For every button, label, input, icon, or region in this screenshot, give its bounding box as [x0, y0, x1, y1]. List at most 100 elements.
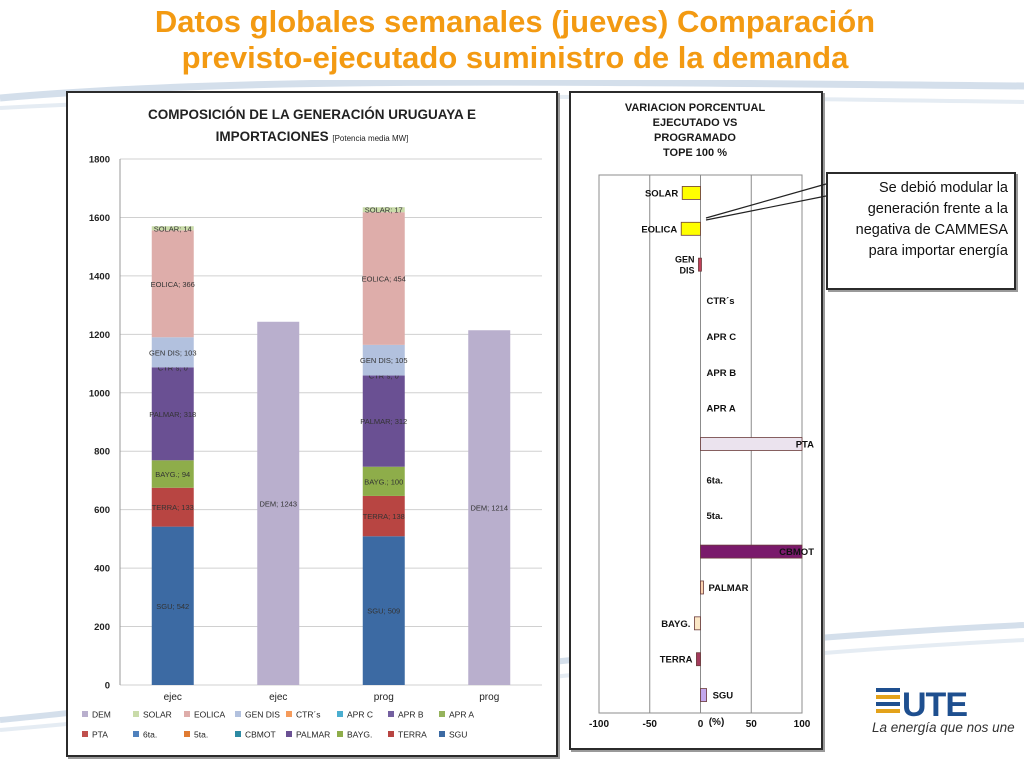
category-label: PTA — [796, 440, 814, 451]
data-label: TERRA; 138 — [363, 512, 405, 521]
x-axis-label: (%) — [709, 717, 725, 728]
legend-swatch — [235, 731, 241, 737]
bar-segment — [257, 321, 300, 685]
variation-bar — [698, 257, 702, 272]
page-title: Datos globales semanales (jueves) Compar… — [60, 4, 970, 76]
data-label: BAYG.; 94 — [155, 470, 190, 479]
data-label: SOLAR; 14 — [154, 224, 192, 233]
category-label: APR B — [707, 368, 737, 379]
y-tick-label: 200 — [94, 622, 110, 633]
legend-swatch — [388, 731, 394, 737]
chart-title-line: VARIACION PORCENTUAL — [625, 102, 766, 114]
category-label: APR A — [707, 404, 736, 415]
y-tick-label: 1800 — [89, 155, 110, 166]
data-label: CTR´s; 0 — [158, 363, 188, 372]
x-tick-label: -100 — [589, 719, 609, 730]
legend-label: 6ta. — [143, 730, 157, 740]
category-label: 6ta. — [707, 475, 723, 486]
legend-swatch — [133, 731, 139, 737]
category-label: TERRA — [660, 655, 693, 666]
x-tick-label: ejec — [164, 692, 182, 703]
data-label: DEM; 1243 — [259, 499, 297, 508]
variation-bar — [681, 186, 701, 200]
variation-bar — [680, 221, 701, 236]
bar-segment — [468, 330, 511, 685]
data-label: EOLICA; 454 — [362, 275, 406, 284]
legend-label: EOLICA — [194, 710, 226, 720]
legend-swatch — [133, 711, 139, 717]
legend-swatch — [286, 731, 292, 737]
bar-segment — [362, 212, 405, 345]
legend-label: SGU — [449, 730, 467, 740]
x-tick-label: prog — [374, 692, 394, 703]
legend-swatch — [184, 711, 190, 717]
legend-label: PTA — [92, 730, 108, 740]
legend-swatch — [337, 731, 343, 737]
bar-segment — [151, 367, 194, 461]
logo-stripes-icon — [876, 688, 900, 713]
legend-label: DEM — [92, 710, 111, 720]
variation-chart: VARIACION PORCENTUAL EJECUTADO VS PROGRAMA… — [589, 102, 814, 730]
bar-segment — [362, 207, 405, 213]
variation-bar — [700, 688, 707, 702]
legend-swatch — [388, 711, 394, 717]
legend-swatch — [184, 731, 190, 737]
legend-label: APR C — [347, 710, 373, 720]
generation-chart: COMPOSICIÓN DE LA GENERACIÓN URUGUAYA E I… — [82, 107, 542, 740]
legend-label: APR B — [398, 710, 424, 720]
x-tick-label: ejec — [269, 692, 287, 703]
bar-segment — [151, 487, 194, 527]
legend-label: PALMAR — [296, 730, 330, 740]
x-tick-label: 0 — [698, 719, 704, 730]
x-tick-label: -50 — [643, 719, 658, 730]
data-label: DEM; 1214 — [470, 504, 508, 513]
data-label: EOLICA; 366 — [151, 280, 195, 289]
y-tick-label: 0 — [105, 681, 110, 692]
legend-swatch — [82, 711, 88, 717]
category-label: PALMAR — [709, 583, 749, 594]
bar-segment — [362, 536, 405, 685]
legend-label: 5ta. — [194, 730, 208, 740]
category-label: CBMOT — [779, 547, 814, 558]
chart-title-line: TOPE 100 % — [663, 147, 727, 159]
data-label: GEN DIS; 105 — [360, 356, 408, 365]
x-tick-label: 100 — [794, 719, 811, 730]
y-tick-label: 400 — [94, 564, 110, 575]
title-line-2: previsto-ejecutado suministro de la dema… — [181, 40, 849, 75]
bar-segment — [362, 375, 405, 467]
data-label: SOLAR; 17 — [365, 206, 403, 215]
legend-label: APR A — [449, 710, 474, 720]
title-line-1: Datos globales semanales (jueves) Compar… — [154, 4, 876, 39]
variation-chart-panel: VARIACION PORCENTUAL EJECUTADO VS PROGRAMA… — [569, 91, 823, 750]
data-label: SGU; 509 — [367, 607, 400, 616]
data-label: GEN DIS; 103 — [149, 348, 197, 357]
legend-label: BAYG. — [347, 730, 372, 740]
ute-logo: UTE — [876, 686, 968, 724]
x-tick-label: 50 — [746, 719, 758, 730]
chart-title-line: EJECUTADO VS — [653, 117, 738, 129]
data-label: SGU; 542 — [156, 602, 189, 611]
variation-bar — [694, 616, 701, 631]
y-tick-label: 1600 — [89, 213, 110, 224]
category-label: SGU — [713, 691, 734, 702]
data-label: PALMAR; 312 — [360, 417, 407, 426]
bar-segment — [362, 344, 405, 376]
legend-label: CTR´s — [296, 710, 321, 720]
generation-chart-panel: COMPOSICIÓN DE LA GENERACIÓN URUGUAYA E I… — [66, 91, 558, 757]
legend-label: TERRA — [398, 730, 427, 740]
legend-swatch — [337, 711, 343, 717]
category-label: SOLAR — [645, 188, 678, 199]
variation-bar — [700, 437, 803, 451]
category-label: EOLICA — [641, 224, 677, 235]
chart-title-line: PROGRAMADO — [654, 132, 736, 144]
chart-title-line-1: COMPOSICIÓN DE LA GENERACIÓN URUGUAYA E — [148, 107, 476, 122]
category-label: BAYG. — [661, 619, 690, 630]
data-label: TERRA; 133 — [152, 503, 194, 512]
x-tick-label: prog — [479, 692, 499, 703]
bar-segment — [151, 526, 194, 685]
legend-swatch — [439, 711, 445, 717]
legend-label: GEN DIS — [245, 710, 280, 720]
chart-title-main: IMPORTACIONES — [216, 129, 333, 144]
variation-bar — [700, 580, 704, 595]
y-tick-label: 1000 — [89, 388, 110, 399]
